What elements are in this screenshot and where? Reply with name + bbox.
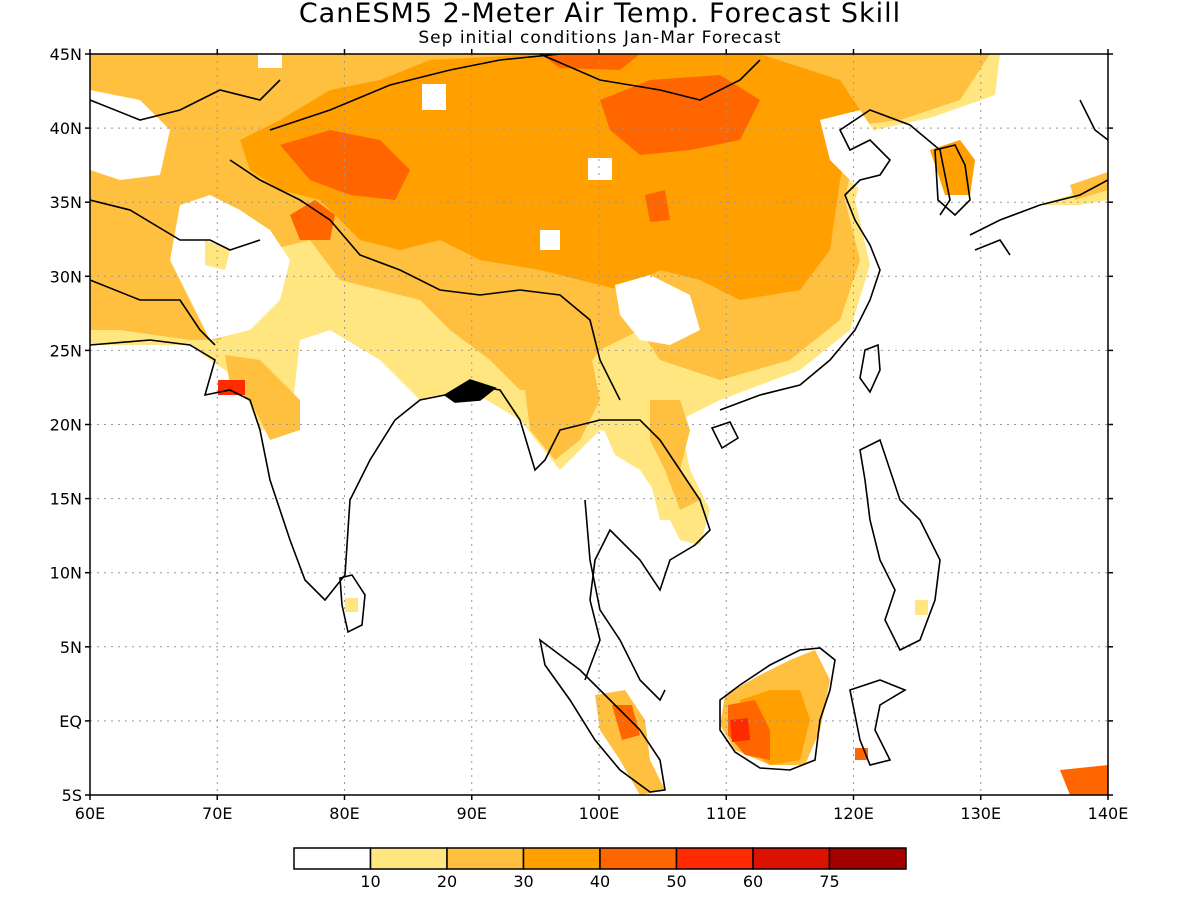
- skill-region-40-50-e: [645, 190, 670, 222]
- mongolia-border: [269, 54, 761, 131]
- skill-gap-spot-d: [258, 54, 282, 68]
- sulawesi-outline: [849, 679, 907, 766]
- colorbar-swatch: [446, 847, 525, 870]
- korea-outline: [934, 144, 971, 217]
- lon-label: 130E: [960, 804, 1001, 823]
- lat-label: EQ: [59, 712, 82, 731]
- skill-region-40-50-b: [600, 75, 760, 155]
- lon-label: 80E: [329, 804, 359, 823]
- colorbar-swatch: [293, 847, 372, 870]
- lon-label: 60E: [75, 804, 105, 823]
- colorbar-label: 10: [360, 872, 380, 891]
- latitude-axis: 45N 40N 35N 30N 25N 20N 15N 10N 5N EQ 5S: [50, 45, 82, 805]
- skill-gap-yunnan: [615, 275, 700, 345]
- west-asia-border: [90, 199, 261, 346]
- skill-region-myanmar-20-30: [525, 330, 600, 460]
- skill-region-borneo-50-60: [730, 718, 750, 742]
- lat-label: 35N: [50, 193, 82, 212]
- colorbar-swatch: [369, 847, 448, 870]
- lat-label: 30N: [50, 267, 82, 286]
- china-coastline: [719, 109, 951, 411]
- colorbar-swatch: [675, 847, 754, 870]
- lon-label: 90E: [457, 804, 487, 823]
- map-subtitle: Sep initial conditions Jan-Mar Forecast: [418, 28, 782, 48]
- skill-region-gujarat-20-30: [225, 355, 300, 440]
- skill-region-sumatra-20-30: [595, 690, 665, 795]
- lat-label: 40N: [50, 119, 82, 138]
- skill-gap-spot-a: [422, 84, 446, 110]
- skill-region-philippines-10-20: [915, 600, 928, 615]
- lat-label: 45N: [50, 45, 82, 64]
- skill-region-japan-20-30: [1070, 172, 1108, 200]
- philippines-outline: [859, 438, 941, 652]
- colorbar-swatch: [828, 847, 907, 870]
- sri-lanka-outline: [339, 574, 366, 634]
- lon-label: 110E: [706, 804, 747, 823]
- lat-label: 5N: [60, 638, 82, 657]
- colorbar-labels: 10 20 30 40 50 60 75: [360, 872, 839, 891]
- borneo-outline: [719, 647, 836, 771]
- map-title: CanESM5 2-Meter Air Temp. Forecast Skill: [298, 0, 902, 29]
- lat-label: 15N: [50, 490, 82, 509]
- colorbar-swatch: [599, 847, 678, 870]
- lat-label: 25N: [50, 341, 82, 360]
- skill-region-newguinea-40-50: [1060, 765, 1108, 795]
- colorbar: [293, 847, 907, 870]
- lon-label: 140E: [1088, 804, 1129, 823]
- land-outlines: [90, 54, 1108, 793]
- colorbar-label: 50: [666, 872, 686, 891]
- colorbar-swatch: [522, 847, 601, 870]
- lat-label: 10N: [50, 564, 82, 583]
- sumatra-outline: [538, 638, 666, 793]
- central-asia-border: [90, 79, 281, 121]
- taiwan-outline: [859, 343, 881, 394]
- skill-gap-spot-c: [540, 230, 560, 250]
- skill-region-sumatra-40-50: [612, 705, 640, 740]
- skill-region-gujarat-50-60: [218, 380, 245, 395]
- lon-label: 120E: [833, 804, 874, 823]
- lon-label: 70E: [202, 804, 232, 823]
- colorbar-swatch: [752, 847, 831, 870]
- graticule: [90, 54, 1108, 795]
- axis-ticks: [85, 49, 1113, 800]
- skill-region-indochina-10-20: [600, 410, 710, 545]
- colorbar-label: 30: [513, 872, 533, 891]
- colorbar-label: 20: [437, 872, 457, 891]
- skill-region-40-50-d: [290, 200, 335, 240]
- malay-peninsula-outline: [584, 499, 666, 702]
- skill-gap-india: [170, 195, 290, 340]
- himalaya-border: [229, 159, 621, 401]
- lat-label: 20N: [50, 416, 82, 435]
- colorbar-label: 40: [590, 872, 610, 891]
- hainan-outline: [710, 421, 740, 450]
- colorbar-label: 60: [743, 872, 763, 891]
- skill-shading: [90, 54, 1108, 795]
- skill-gap-northeast: [820, 110, 900, 210]
- skill-gap-spot-b: [588, 158, 612, 180]
- bangladesh-delta: [443, 379, 497, 403]
- japan-outline: [969, 99, 1108, 256]
- skill-gap-northwest: [90, 90, 170, 180]
- lat-label: 5S: [62, 786, 82, 805]
- south-asia-coastline: [90, 339, 711, 681]
- skill-region-40-50-c: [540, 54, 640, 70]
- lon-label: 100E: [579, 804, 620, 823]
- skill-region-srilanka-10-20: [345, 598, 358, 612]
- skill-region-40-50-a: [280, 130, 410, 200]
- longitude-axis: 60E 70E 80E 90E 100E 110E 120E 130E 140E: [75, 804, 1129, 823]
- colorbar-label: 75: [819, 872, 839, 891]
